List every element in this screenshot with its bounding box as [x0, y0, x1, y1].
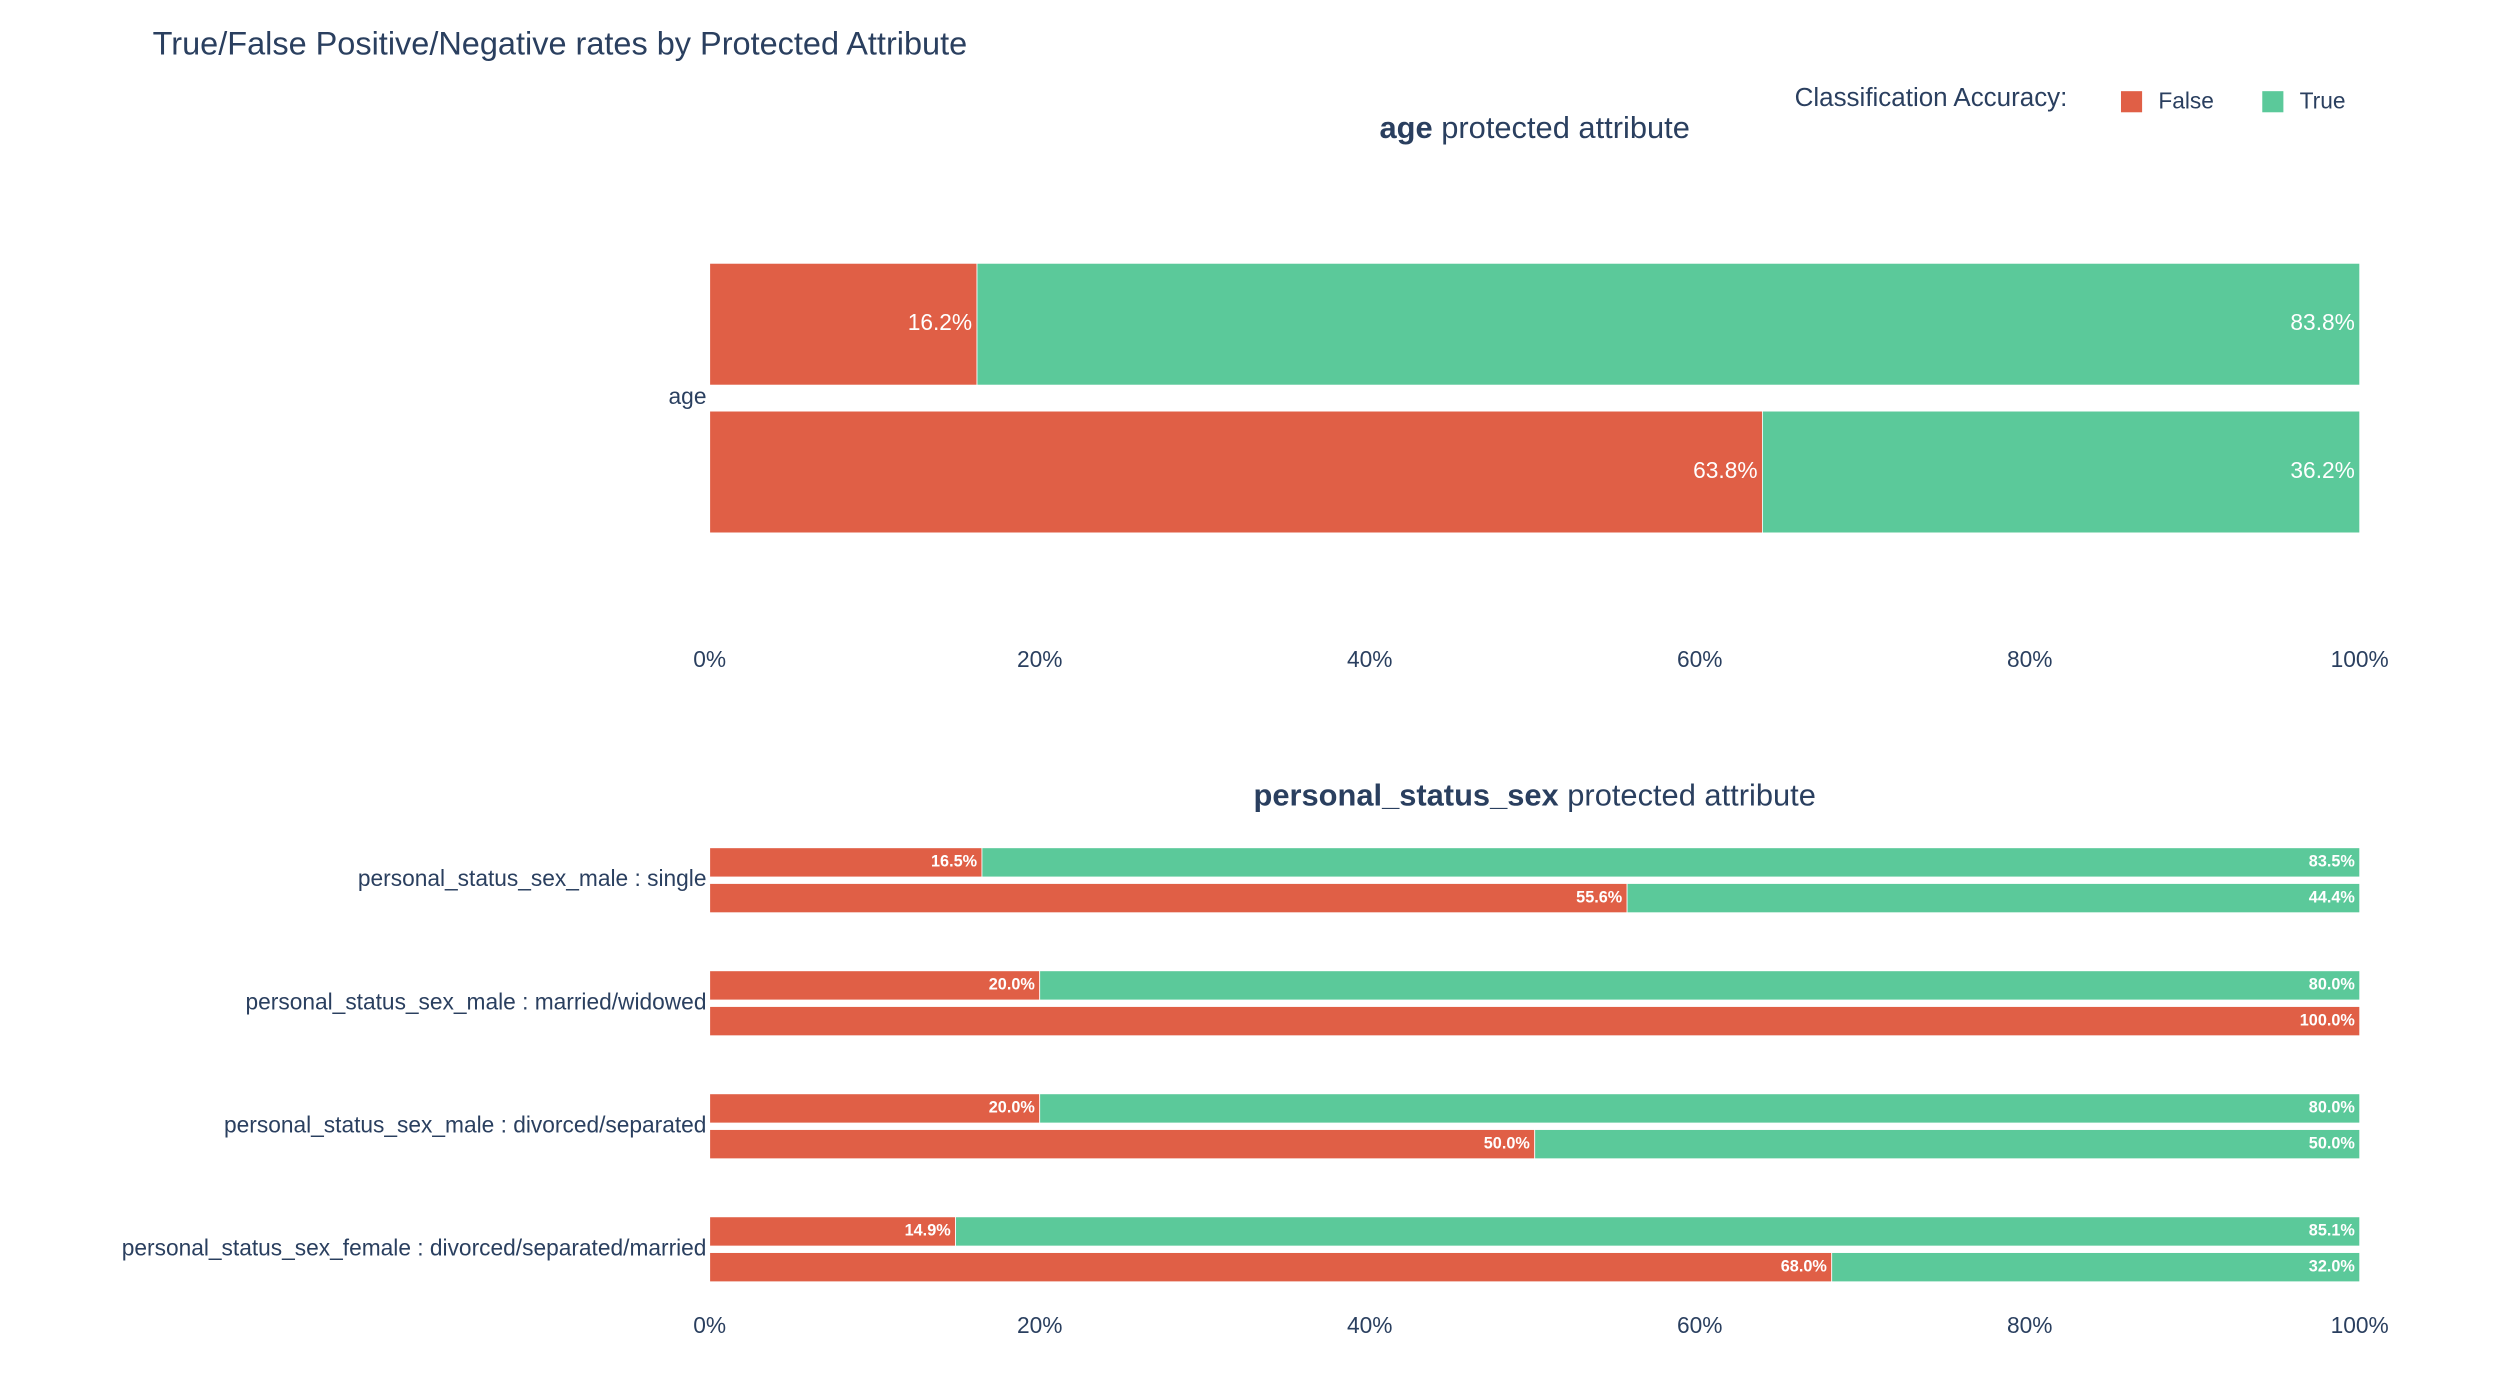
data-label: 20.0% [989, 976, 1035, 994]
x-tick-label: 60% [1677, 1312, 1722, 1338]
bar-segment [709, 847, 983, 878]
subplot-title-text: protected attribute [1567, 778, 1816, 813]
y-tick-label: personal_status_sex_male : single [358, 865, 707, 891]
x-tick-label: 20% [1017, 1312, 1062, 1338]
bar-segment [1534, 1129, 2361, 1160]
y-tick-label: personal_status_sex_female : divorced/se… [122, 1234, 707, 1260]
bar-segment [1039, 1093, 2361, 1124]
x-tick-label: 40% [1347, 646, 1392, 672]
bar-segment [1831, 1252, 2361, 1283]
bar-segment [955, 1216, 2361, 1247]
bar-segment [709, 1129, 1536, 1160]
y-tick-label: age [669, 383, 707, 409]
x-tick-label: 60% [1677, 646, 1722, 672]
subplot-title: age protected attribute [1380, 110, 1690, 145]
data-label: 83.5% [2309, 853, 2355, 871]
y-tick-label: personal_status_sex_male : divorced/sepa… [224, 1111, 706, 1137]
legend-swatch [2262, 91, 2284, 113]
x-tick-label: 80% [2007, 1312, 2052, 1338]
bar-segment [709, 1252, 1833, 1283]
legend-label: True [2300, 88, 2346, 114]
data-label: 80.0% [2309, 1099, 2355, 1117]
legend-title: Classification Accuracy: [1795, 82, 2068, 112]
bar-segment [1039, 970, 2361, 1001]
data-label: 16.5% [931, 853, 977, 871]
y-tick-label: personal_status_sex_male : married/widow… [246, 988, 707, 1014]
x-tick-label: 20% [1017, 646, 1062, 672]
bar-segment [709, 262, 978, 386]
subplot-title-text: protected attribute [1441, 110, 1690, 145]
legend-label: False [2158, 88, 2214, 114]
x-tick-label: 0% [693, 646, 726, 672]
data-label: 36.2% [2290, 457, 2354, 483]
data-label: 20.0% [989, 1099, 1035, 1117]
data-label: 44.4% [2309, 888, 2355, 906]
subplot-title: personal_status_sex protected attribute [1254, 778, 1816, 813]
data-label: 16.2% [908, 309, 972, 335]
bar-segment [709, 1093, 1041, 1124]
bar-segment [981, 847, 2361, 878]
data-label: 14.9% [905, 1222, 951, 1240]
bar-segment [709, 1216, 956, 1247]
data-label: 83.8% [2290, 309, 2354, 335]
x-tick-label: 100% [2331, 646, 2389, 672]
x-tick-label: 100% [2331, 1312, 2389, 1338]
data-label: 80.0% [2309, 976, 2355, 994]
data-label: 68.0% [1781, 1257, 1827, 1275]
data-label: 32.0% [2309, 1257, 2355, 1275]
data-label: 85.1% [2309, 1222, 2355, 1240]
figure-title: True/False Positive/Negative rates by Pr… [153, 25, 968, 61]
subplot-title-bold: age [1380, 110, 1433, 145]
data-label: 55.6% [1576, 888, 1622, 906]
bar-segment [1626, 883, 2361, 914]
bar-segment [976, 262, 2361, 386]
legend-swatch [2120, 91, 2143, 113]
bar-segment [709, 883, 1628, 914]
x-tick-label: 0% [693, 1312, 726, 1338]
subplot-title-bold: personal_status_sex [1254, 778, 1559, 813]
data-label: 50.0% [2309, 1134, 2355, 1152]
data-label: 100.0% [2300, 1011, 2355, 1029]
data-label: 50.0% [1484, 1134, 1530, 1152]
bar-segment [709, 1006, 2361, 1037]
bar-segment [709, 410, 1763, 534]
data-label: 63.8% [1693, 457, 1757, 483]
bar-segment [709, 970, 1041, 1001]
x-tick-label: 40% [1347, 1312, 1392, 1338]
x-tick-label: 80% [2007, 646, 2052, 672]
bar-segment [1762, 410, 2361, 534]
